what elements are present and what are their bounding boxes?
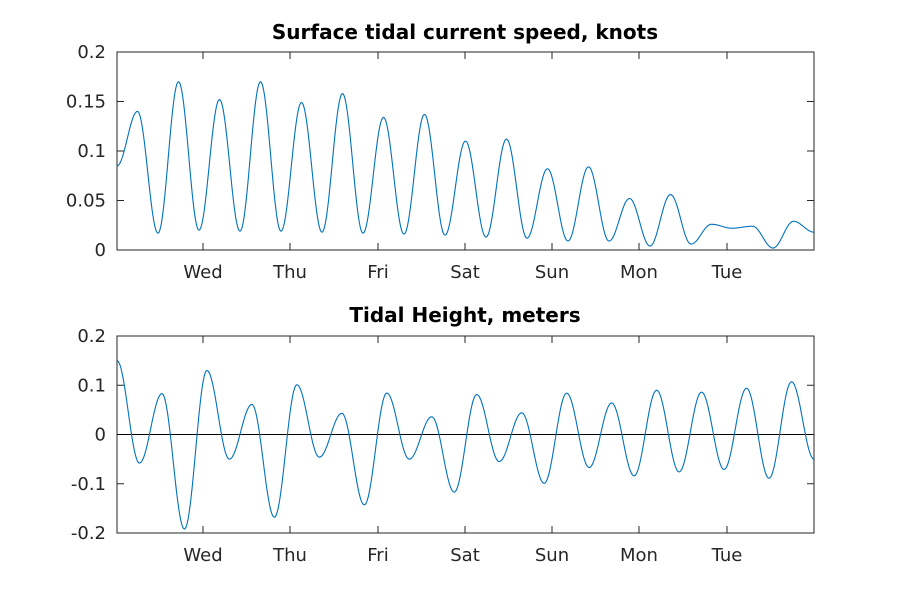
tidal-height-xtick-label: Tue [711,545,743,566]
current-speed-ytick-label: 0.05 [66,191,106,212]
current-speed-title: Surface tidal current speed, knots [272,20,658,44]
current-speed-xtick-label: Sat [450,262,480,283]
tidal-height-ytick-label: -0.1 [71,474,106,495]
current-speed-ytick-label: 0.15 [66,92,106,113]
tidal-height-ytick-label: -0.2 [71,523,106,544]
tidal-height-axes: Tidal Height, meters -0.2 -0.1 0 0.1 0.2 Wed T… [71,303,815,566]
current-speed-axes: Surface tidal current speed, knots 0 0.05… [66,20,815,283]
tidal-height-ytick-label: 0.1 [77,375,106,396]
tidal-height-xtick-label: Mon [620,545,658,566]
tidal-height-ytick-label: 0.2 [77,326,106,347]
current-speed-series-line [116,81,815,249]
tidal-height-ytick-label: 0 [95,425,106,446]
tidal-height-xtick-label: Wed [183,545,222,566]
current-speed-tick-labels: 0 0.05 0.1 0.15 0.2 Wed Thu Fri Sat Sun Mon Tue [66,42,742,283]
current-speed-xtick-label: Tue [711,262,743,283]
tidal-height-xtick-label: Thu [272,545,307,566]
current-speed-axes-box [116,51,815,251]
tidal-height-tick-labels: -0.2 -0.1 0 0.1 0.2 Wed Thu Fri Sat Sun Mon Tue [71,326,743,566]
current-speed-xtick-label: Fri [367,262,388,283]
tidal-height-series-line [116,360,815,530]
tidal-height-axes-box [116,335,815,534]
current-speed-xtick-label: Mon [620,262,658,283]
current-speed-plot-area [117,52,814,250]
current-speed-xtick-label: Wed [183,262,222,283]
current-speed-ytick-label: 0.1 [77,141,106,162]
tidal-height-xtick-label: Fri [367,545,388,566]
current-speed-ytick-label: 0 [95,240,106,261]
tidal-height-xtick-label: Sat [450,545,480,566]
current-speed-ytick-label: 0.2 [77,42,106,63]
current-speed-xtick-label: Sun [535,262,569,283]
current-speed-xtick-label: Thu [272,262,307,283]
tidal-height-xtick-label: Sun [535,545,569,566]
tidal-height-title: Tidal Height, meters [349,303,580,327]
